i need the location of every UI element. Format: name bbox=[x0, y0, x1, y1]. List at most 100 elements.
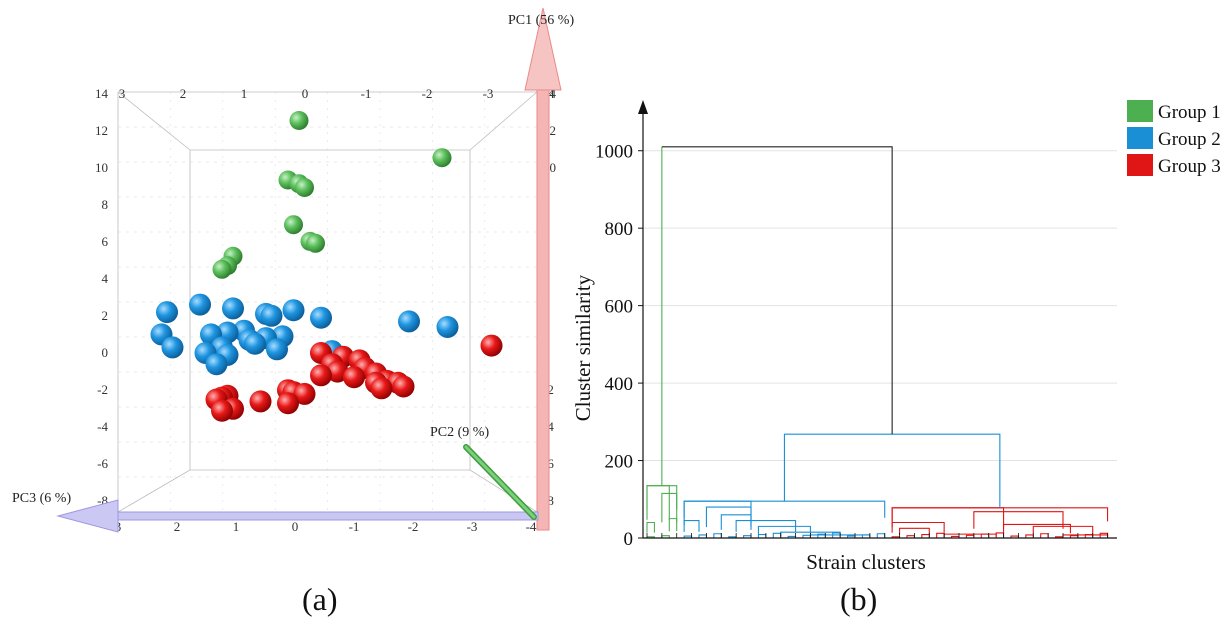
cluster-merge bbox=[973, 511, 1064, 529]
pca-point-2 bbox=[156, 301, 178, 324]
leaf-merge-3 bbox=[1099, 532, 1109, 538]
pca-point-3 bbox=[326, 360, 349, 383]
y-tick-label: 1000 bbox=[595, 142, 633, 163]
pc1-tick-left: -8 bbox=[97, 493, 108, 508]
pca-box-edge bbox=[117, 91, 191, 151]
group-2-top bbox=[683, 500, 886, 518]
y-tick-label: 200 bbox=[605, 452, 634, 473]
legend-label: Group 2 bbox=[1158, 129, 1221, 150]
pc1-tick-left: 14 bbox=[95, 86, 109, 101]
pc3-tick: -1 bbox=[349, 519, 360, 534]
group-3-top bbox=[891, 507, 1109, 522]
pca-3d-plot: 1414121210108866442200-2-2-4-4-6-6-8-832… bbox=[12, 7, 574, 617]
y-tick-label: 0 bbox=[624, 529, 634, 550]
pca-point-2 bbox=[436, 316, 459, 338]
cluster-merge bbox=[1003, 523, 1071, 534]
pc2-tick: -3 bbox=[483, 86, 494, 101]
legend-label: Group 1 bbox=[1158, 102, 1221, 123]
pca-point-2 bbox=[310, 306, 332, 329]
pc2-axis-arrow bbox=[463, 444, 537, 520]
cluster-merge bbox=[891, 521, 945, 533]
pc1-tick-left: 4 bbox=[102, 271, 109, 286]
y-axis-label: Cluster similarity bbox=[571, 274, 595, 421]
pc2-tick: 0 bbox=[302, 86, 309, 101]
pca-point-2 bbox=[205, 353, 228, 376]
pca-box-edge bbox=[117, 469, 191, 513]
pc1-axis-label: PC1 (56 %) bbox=[508, 13, 574, 28]
pc2-tick: 1 bbox=[241, 86, 248, 101]
cluster-merge bbox=[668, 518, 678, 532]
pc3-tick: -3 bbox=[467, 519, 478, 534]
pc1-tick-left: 6 bbox=[102, 234, 109, 249]
cluster-merge bbox=[705, 506, 752, 528]
cluster-merge bbox=[1032, 525, 1094, 534]
pca-point-3 bbox=[392, 375, 415, 398]
pca-box-edge bbox=[469, 91, 538, 151]
cluster-merge bbox=[891, 507, 1005, 528]
cluster-merge bbox=[683, 500, 752, 526]
cluster-merge bbox=[683, 520, 700, 532]
leaf-merge-3 bbox=[1040, 533, 1049, 538]
dendrogram-tree bbox=[646, 146, 1109, 538]
dendrogram-axes bbox=[638, 100, 1117, 539]
pc3-tick: 2 bbox=[174, 519, 181, 534]
cluster-merge bbox=[646, 521, 655, 533]
pc1-tick-left: -4 bbox=[97, 419, 108, 434]
root-merge bbox=[661, 146, 893, 435]
pca-point-2 bbox=[282, 299, 305, 322]
pc2-axis-label: PC2 (9 %) bbox=[430, 425, 489, 440]
pca-point-2 bbox=[161, 336, 184, 359]
pc2-tick: -2 bbox=[422, 86, 433, 101]
x-axis-label: Strain clusters bbox=[806, 550, 926, 574]
dendrogram-plot: 0 200 400 600 800 1000 Strain clusters Cluste… bbox=[571, 100, 1221, 617]
legend-label: Group 3 bbox=[1158, 156, 1221, 177]
y-tick-label: 800 bbox=[605, 219, 634, 240]
pca-point-1 bbox=[212, 259, 232, 279]
pc1-tick-left: 10 bbox=[95, 160, 108, 175]
pca-point-3 bbox=[310, 364, 332, 387]
y-tick-label: 400 bbox=[605, 374, 634, 395]
pca-point-1 bbox=[289, 111, 309, 130]
pc3-axis-arrow bbox=[56, 499, 539, 533]
pc2-tick: 3 bbox=[119, 86, 126, 101]
cluster-merge bbox=[646, 485, 670, 520]
pc3-axis-label: PC3 (6 %) bbox=[12, 491, 71, 506]
leaf-merge-2 bbox=[713, 533, 722, 538]
cluster-merge bbox=[899, 527, 930, 535]
dendrogram-x-ticks bbox=[646, 533, 1108, 538]
dendrogram-gridlines bbox=[643, 150, 1117, 462]
legend: Group 1 Group 2 Group 3 bbox=[1127, 100, 1221, 177]
dendrogram-y-ticks: 0 200 400 600 800 1000 bbox=[595, 142, 643, 550]
pc2-tick: 2 bbox=[180, 86, 187, 101]
pc3-tick: -2 bbox=[408, 519, 419, 534]
leaf-merge-2 bbox=[832, 532, 841, 538]
pc1-tick-left: 8 bbox=[102, 197, 109, 212]
pca-point-2 bbox=[189, 293, 211, 316]
leaf-merge-2 bbox=[876, 533, 886, 538]
pca-point-2 bbox=[266, 338, 288, 361]
pc3-tick: 1 bbox=[233, 519, 240, 534]
y-tick-label: 600 bbox=[605, 297, 634, 318]
panel-a-label: (a) bbox=[302, 581, 338, 617]
pc1-tick-left: 2 bbox=[102, 308, 109, 323]
leaf-merge-3 bbox=[995, 532, 1005, 538]
pc3-tick: -4 bbox=[526, 519, 537, 534]
pca-point-3 bbox=[370, 377, 393, 400]
pc1-tick-left: 0 bbox=[102, 345, 109, 360]
pca-point-3 bbox=[293, 382, 316, 405]
pca-point-2 bbox=[398, 310, 420, 333]
pca-point-1 bbox=[432, 148, 452, 168]
pc1-axis-arrow bbox=[524, 7, 562, 531]
cluster-merge bbox=[757, 525, 811, 534]
pca-point-1 bbox=[295, 178, 314, 197]
pca-points bbox=[150, 111, 503, 422]
legend-swatch bbox=[1127, 154, 1153, 176]
pc1-tick-left: 12 bbox=[95, 123, 108, 138]
pca-point-3 bbox=[249, 390, 272, 413]
pc1-tick-left: -2 bbox=[97, 382, 108, 397]
pca-point-3 bbox=[343, 366, 365, 389]
pca-point-2 bbox=[260, 304, 283, 327]
pca-point-3 bbox=[211, 399, 233, 422]
legend-swatch bbox=[1127, 127, 1153, 149]
